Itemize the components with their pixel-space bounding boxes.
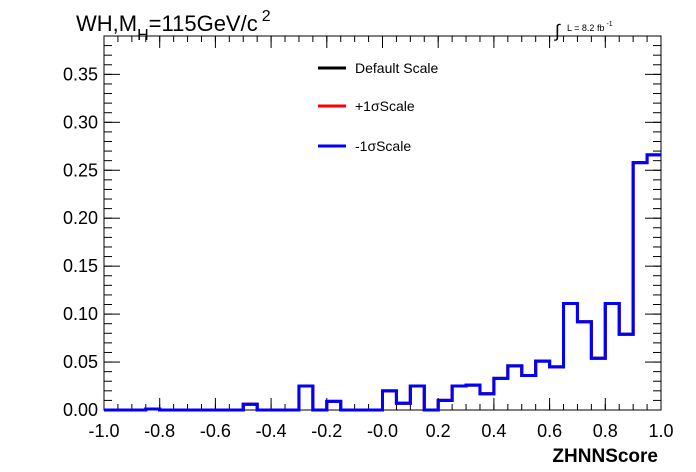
title-superscript: 2 — [262, 8, 271, 25]
x-tick-label: -0.0 — [367, 421, 398, 441]
y-tick-label: 0.15 — [63, 256, 98, 276]
legend-label: +1σScale — [355, 98, 415, 114]
legend: Default Scale +1σScale -1σScale — [318, 60, 438, 154]
y-tick-label: 0.30 — [63, 112, 98, 132]
y-tick-label: 0.20 — [63, 208, 98, 228]
series-layer — [104, 153, 661, 412]
title-main: WH,M — [76, 11, 137, 36]
integral-sign: ∫ — [553, 21, 561, 41]
y-tick-label: 0.25 — [63, 160, 98, 180]
series-minus-1sigma-line — [104, 153, 661, 412]
x-tick-label: 1.0 — [648, 421, 673, 441]
x-tick-label: -0.2 — [311, 421, 342, 441]
x-axis: -1.0 -0.8 -0.6 -0.4 -0.2 -0.0 0.2 0.4 0.6 0.8 1.0 — [88, 36, 674, 441]
chart-title: WH,MH=115GeV/c 2 — [76, 8, 271, 44]
plot-frame — [103, 35, 662, 411]
x-tick-label: -0.4 — [256, 421, 287, 441]
title-rest: =115GeV/c — [149, 11, 258, 36]
x-tick-label: -0.8 — [144, 421, 175, 441]
y-tick-label: 0.10 — [63, 304, 98, 324]
x-tick-label: 0.8 — [593, 421, 618, 441]
series-default-line — [104, 153, 661, 412]
luminosity-label: L = 8.2 fb -1 — [567, 21, 613, 33]
series-plus-1sigma-line — [104, 153, 661, 412]
luminosity-superscript: -1 — [606, 21, 612, 28]
x-axis-title: ZHNNScore — [552, 446, 658, 467]
title-subscript: H — [137, 27, 149, 44]
x-tick-label: -1.0 — [88, 421, 119, 441]
x-tick-label: -0.6 — [200, 421, 231, 441]
y-tick-label: 0.05 — [63, 352, 98, 372]
y-tick-label: 0.35 — [63, 64, 98, 84]
x-tick-label: 0.4 — [481, 421, 506, 441]
y-axis: 0.00 0.05 0.10 0.15 0.20 0.25 0.30 0.35 — [63, 35, 661, 420]
x-tick-label: 0.2 — [426, 421, 451, 441]
y-tick-label: 0.00 — [63, 400, 98, 420]
luminosity-text: L = 8.2 fb — [567, 23, 604, 33]
x-tick-label: 0.6 — [537, 421, 562, 441]
legend-label: Default Scale — [355, 60, 438, 76]
legend-label: -1σScale — [355, 138, 411, 154]
